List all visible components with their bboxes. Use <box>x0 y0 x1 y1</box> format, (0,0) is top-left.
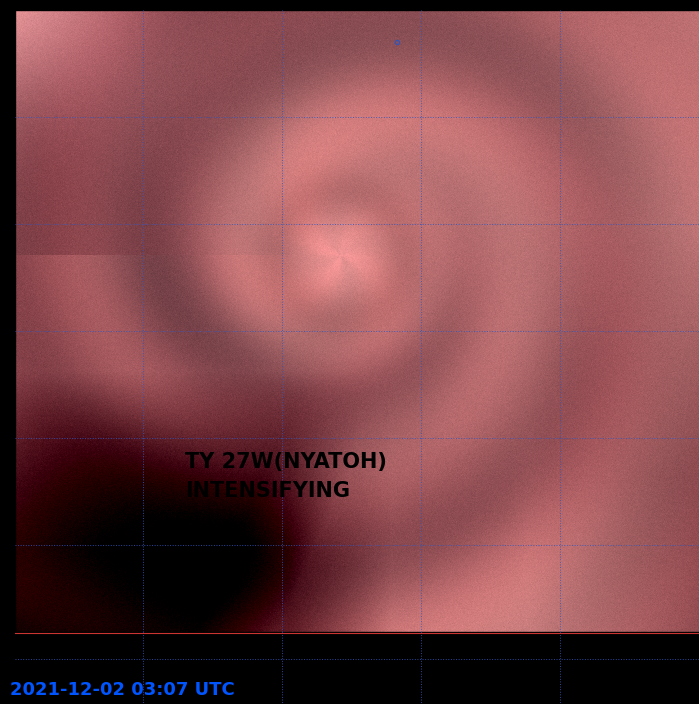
Bar <box>0 0 699 10</box>
Text: TY 27W(NYATOH): TY 27W(NYATOH) <box>185 452 387 472</box>
Text: 2021-12-02 03:07 UTC: 2021-12-02 03:07 UTC <box>10 681 235 699</box>
Text: INTENSIFYING: INTENSIFYING <box>185 481 350 501</box>
Bar <box>0 632 699 704</box>
Bar <box>0 0 15 704</box>
